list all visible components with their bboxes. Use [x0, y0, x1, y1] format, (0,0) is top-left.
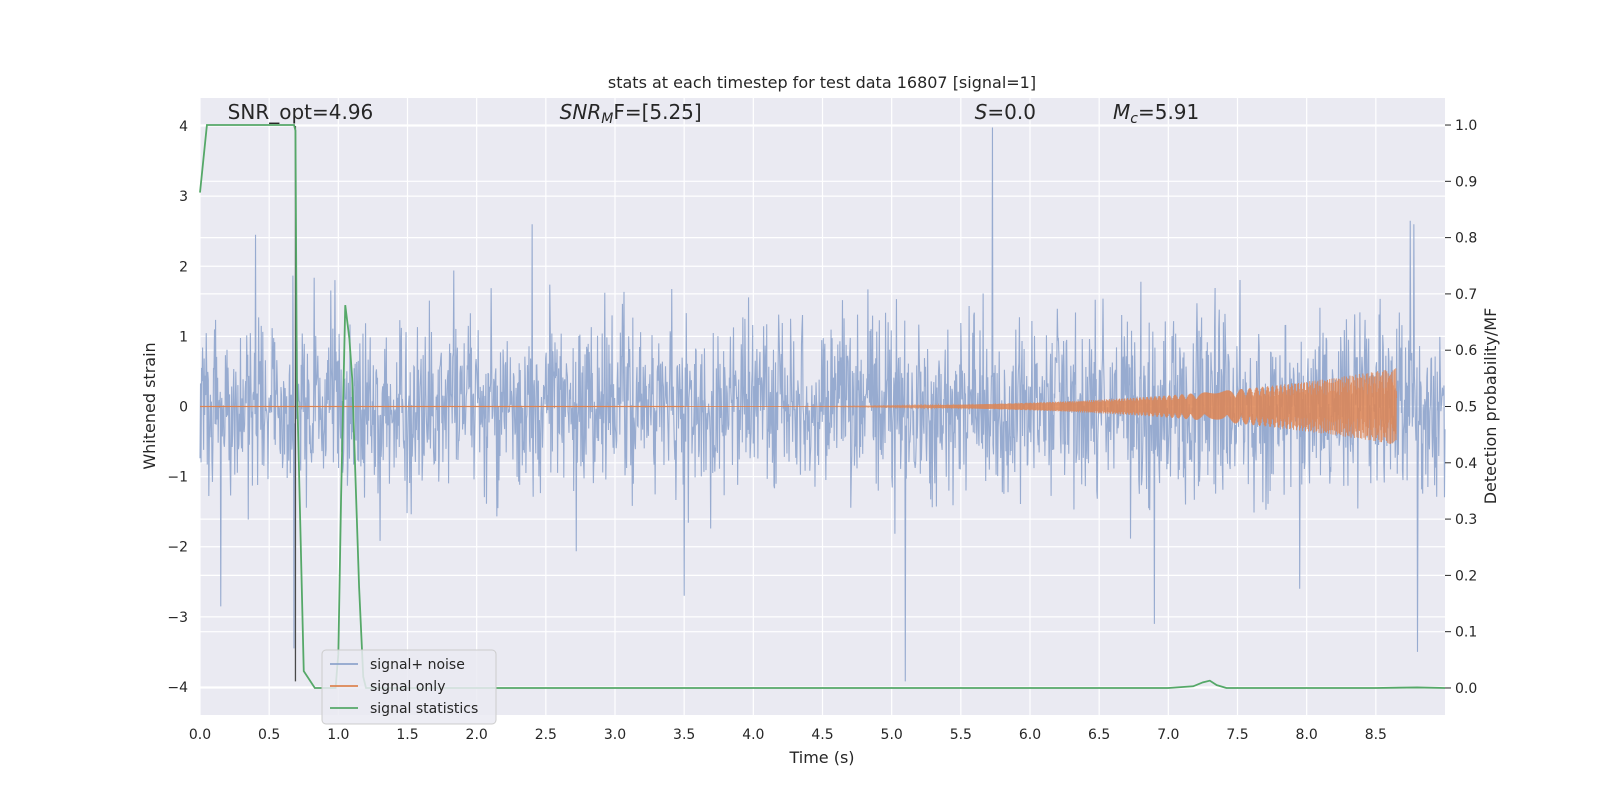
- annotation-main: M: [1113, 100, 1130, 124]
- left-y-tick-labels: 4 3 2 1 0 −1 −2 −3 −4: [167, 119, 188, 696]
- annotation-text: S=0.0: [975, 100, 1036, 124]
- legend-box: [321, 649, 497, 725]
- signal-only-chirp-line: [684, 368, 1398, 444]
- left-y-tick-label: 1: [179, 329, 188, 345]
- x-tick-label: 6.5: [1088, 727, 1110, 743]
- right-y-tick-label: 0.8: [1455, 231, 1477, 247]
- x-tick-label: 3.0: [604, 727, 626, 743]
- x-tick-label: 0.0: [189, 727, 211, 743]
- left-y-tick-label: 0: [179, 400, 188, 416]
- annotation-main: SNR: [560, 100, 602, 124]
- legend-label: signal+ noise: [370, 657, 465, 673]
- signal-statistics-series: [199, 124, 1446, 689]
- x-tick-label: 6.0: [1019, 727, 1041, 743]
- left-y-tick-label: −1: [167, 470, 188, 486]
- right-y-tick-label: 0.4: [1455, 456, 1477, 472]
- x-tick-labels: 0.0 0.5 1.0 1.5 2.0 2.5 3.0 3.5 4.0 4.5 5.0 5.5 6.0 6…: [189, 727, 1387, 743]
- x-tick-label: 8.0: [1296, 727, 1318, 743]
- legend-label: signal statistics: [370, 701, 478, 717]
- left-y-tick-label: −3: [167, 610, 188, 626]
- x-tick-label: 5.0: [881, 727, 903, 743]
- right-y-tick-label: 0.5: [1455, 400, 1477, 416]
- left-y-tick-label: −2: [167, 540, 188, 556]
- annotation-text: SNR_opt=4.96: [228, 100, 374, 124]
- chart-title: stats at each timestep for test data 168…: [608, 73, 1036, 92]
- x-tick-label: 1.0: [327, 727, 349, 743]
- right-y-tick-label: 0.2: [1455, 568, 1477, 584]
- x-axis-label: Time (s): [788, 748, 854, 767]
- x-tick-label: 0.5: [258, 727, 280, 743]
- right-y-tick-label: 0.3: [1455, 512, 1477, 528]
- left-y-tick-label: 4: [179, 119, 188, 135]
- signal-noise-series: [199, 127, 1446, 682]
- left-y-axis-label: Whitened strain: [140, 342, 159, 469]
- annotation-text: Mc=5.91: [1113, 100, 1199, 127]
- x-tick-label: 7.0: [1157, 727, 1179, 743]
- signal-noise-line: [199, 127, 1446, 682]
- x-tick-label: 7.5: [1226, 727, 1248, 743]
- left-y-tick-label: 3: [179, 189, 188, 205]
- x-tick-label: 1.5: [396, 727, 418, 743]
- right-y-tick-label: 0.7: [1455, 287, 1477, 303]
- x-tick-label: 2.5: [535, 727, 557, 743]
- annotation-subscript: c: [1130, 111, 1138, 127]
- annotation-main: S: [975, 100, 988, 124]
- annotations: SNR_opt=4.96 SNRMF=[5.25] S=0.0 Mc=5.91: [228, 100, 1200, 127]
- x-tick-label: 5.5: [950, 727, 972, 743]
- signal-statistics-line: [199, 124, 1446, 689]
- annotation-suffix: =0.0: [987, 100, 1036, 124]
- x-tick-label: 2.0: [466, 727, 488, 743]
- right-y-tick-label: 0.9: [1455, 174, 1477, 190]
- right-y-tick-label: 0.6: [1455, 343, 1477, 359]
- legend-label: signal only: [370, 679, 445, 695]
- annotation-suffix: F=[5.25]: [613, 100, 701, 124]
- x-tick-label: 4.0: [742, 727, 764, 743]
- right-y-tick-labels: 1.0 0.9 0.8 0.7 0.6 0.5 0.4 0.3 0.2 0.1 0.0: [1445, 118, 1477, 697]
- signal-only-series: [200, 368, 1398, 444]
- x-tick-label: 8.5: [1365, 727, 1387, 743]
- right-y-tick-label: 1.0: [1455, 118, 1477, 134]
- x-tick-label: 3.5: [673, 727, 695, 743]
- annotation-subscript: M: [601, 111, 613, 127]
- legend: signal+ noise signal only signal statistic…: [321, 649, 497, 725]
- right-y-tick-label: 0.0: [1455, 681, 1477, 697]
- annotation-suffix: =5.91: [1138, 100, 1199, 124]
- annotation-main: SNR_opt=4.96: [228, 100, 374, 124]
- right-y-axis-label: Detection probability/MF: [1481, 308, 1500, 505]
- x-tick-label: 4.5: [811, 727, 833, 743]
- right-y-tick-label: 0.1: [1455, 625, 1477, 641]
- left-y-tick-label: −4: [167, 680, 188, 696]
- annotation-text: SNRMF=[5.25]: [560, 100, 702, 127]
- left-y-tick-label: 2: [179, 259, 188, 275]
